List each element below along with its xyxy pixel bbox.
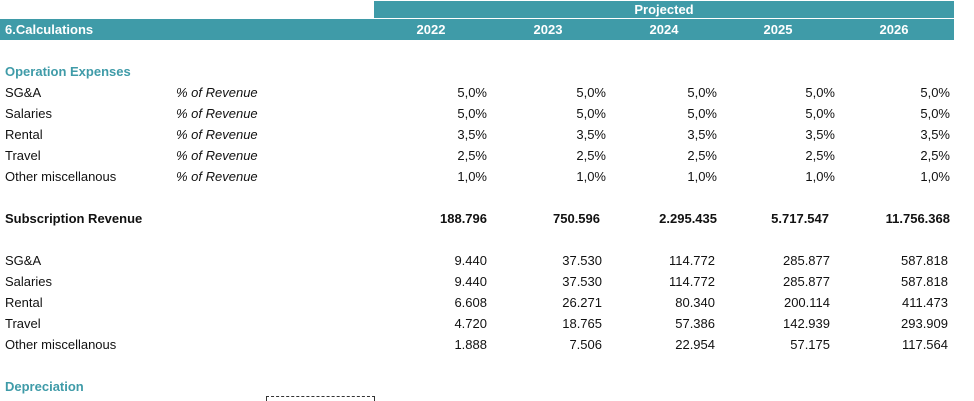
table-row[interactable]: Other miscellanous 1.888 7.506 22.954 57… — [0, 334, 954, 355]
cell-2024[interactable]: 114.772 — [668, 253, 715, 268]
table-row[interactable]: SG&A % of Revenue 5,0% 5,0% 5,0% 5,0% 5,… — [0, 82, 954, 103]
table-row[interactable]: SG&A 9.440 37.530 114.772 285.877 587.81… — [0, 250, 954, 271]
cell-2025[interactable]: 285.877 — [783, 253, 830, 268]
cell-2025[interactable]: 5,0% — [805, 85, 835, 100]
cell-2022[interactable]: 6.608 — [454, 295, 487, 310]
cell-2024[interactable]: 57.386 — [675, 316, 715, 331]
cell-2026[interactable]: 293.909 — [901, 316, 948, 331]
cell-2023[interactable]: 5,0% — [576, 85, 606, 100]
cell-2022[interactable]: 5,0% — [457, 106, 487, 121]
cell-2024[interactable]: 1,0% — [687, 169, 717, 184]
cell-2023[interactable]: 26.271 — [562, 295, 602, 310]
table-row[interactable]: Salaries % of Revenue 5,0% 5,0% 5,0% 5,0… — [0, 103, 954, 124]
cell-2022[interactable]: 3,5% — [457, 127, 487, 142]
year-header-2023[interactable]: 2023 — [533, 22, 563, 37]
cell-2025[interactable]: 285.877 — [783, 274, 830, 289]
cell-2024[interactable]: 2.295.435 — [659, 211, 717, 226]
sheet-title: 6.Calculations — [5, 22, 94, 37]
cell-2023[interactable]: 7.506 — [569, 337, 602, 352]
cell-2026[interactable]: 5,0% — [920, 85, 950, 100]
row-label: Salaries — [5, 274, 52, 289]
cell-2022[interactable]: 5,0% — [457, 85, 487, 100]
row-label: Other miscellanous — [5, 169, 117, 184]
cell-2026[interactable]: 1,0% — [920, 169, 950, 184]
year-header-2026[interactable]: 2026 — [879, 22, 909, 37]
cell-2025[interactable]: 3,5% — [805, 127, 835, 142]
table-row[interactable]: Travel 4.720 18.765 57.386 142.939 293.9… — [0, 313, 954, 334]
cell-2025[interactable]: 57.175 — [790, 337, 830, 352]
row-unit: % of Revenue — [176, 85, 258, 100]
cell-2024[interactable]: 3,5% — [687, 127, 717, 142]
cell-2026[interactable]: 3,5% — [920, 127, 950, 142]
row-label: Rental — [5, 295, 43, 310]
row-unit: % of Revenue — [176, 169, 258, 184]
cell-2026[interactable]: 11.756.368 — [885, 211, 950, 226]
cell-2022[interactable]: 2,5% — [457, 148, 487, 163]
table-row[interactable]: Other miscellanous % of Revenue 1,0% 1,0… — [0, 166, 954, 187]
cell-2025[interactable]: 5.717.547 — [771, 211, 829, 226]
table-row[interactable]: Travel % of Revenue 2,5% 2,5% 2,5% 2,5% … — [0, 145, 954, 166]
cell-2022[interactable]: 9.440 — [454, 274, 487, 289]
cell-2023[interactable]: 3,5% — [576, 127, 606, 142]
cell-2026[interactable]: 2,5% — [920, 148, 950, 163]
row-label: SG&A — [5, 253, 42, 268]
cell-2025[interactable]: 5,0% — [805, 106, 835, 121]
cell-2026[interactable]: 5,0% — [920, 106, 950, 121]
row-label: SG&A — [5, 85, 42, 100]
table-row[interactable]: Rental % of Revenue 3,5% 3,5% 3,5% 3,5% … — [0, 124, 954, 145]
cell-2026[interactable]: 117.564 — [901, 337, 948, 352]
selected-cell-marker[interactable] — [266, 396, 375, 401]
table-row[interactable]: Rental 6.608 26.271 80.340 200.114 411.4… — [0, 292, 954, 313]
section-depreciation: Depreciation — [5, 379, 84, 394]
cell-2025[interactable]: 2,5% — [805, 148, 835, 163]
cell-2024[interactable]: 5,0% — [687, 85, 717, 100]
year-header-2022[interactable]: 2022 — [416, 22, 446, 37]
row-unit: % of Revenue — [176, 127, 258, 142]
cell-2022[interactable]: 1.888 — [454, 337, 487, 352]
cell-2026[interactable]: 587.818 — [901, 253, 948, 268]
cell-2023[interactable]: 37.530 — [562, 253, 602, 268]
row-unit: % of Revenue — [176, 106, 258, 121]
cell-2023[interactable]: 18.765 — [562, 316, 602, 331]
cell-2022[interactable]: 188.796 — [440, 211, 487, 226]
cell-2023[interactable]: 1,0% — [576, 169, 606, 184]
cell-2023[interactable]: 5,0% — [576, 106, 606, 121]
cell-2026[interactable]: 411.473 — [901, 295, 948, 310]
cell-2025[interactable]: 142.939 — [783, 316, 830, 331]
cell-2022[interactable]: 4.720 — [454, 316, 487, 331]
cell-2023[interactable]: 37.530 — [562, 274, 602, 289]
row-label: Travel — [5, 148, 41, 163]
row-label: Rental — [5, 127, 43, 142]
cell-2023[interactable]: 2,5% — [576, 148, 606, 163]
row-label: Salaries — [5, 106, 52, 121]
row-label: Subscription Revenue — [5, 211, 143, 226]
year-header-2024[interactable]: 2024 — [649, 22, 679, 37]
row-label: Other miscellanous — [5, 337, 117, 352]
cell-2025[interactable]: 1,0% — [805, 169, 835, 184]
cell-2022[interactable]: 9.440 — [454, 253, 487, 268]
section-operation-expenses: Operation Expenses — [5, 64, 131, 79]
cell-2023[interactable]: 750.596 — [553, 211, 600, 226]
year-header-2025[interactable]: 2025 — [763, 22, 793, 37]
cell-2024[interactable]: 2,5% — [687, 148, 717, 163]
column-header-bar: 6.Calculations 2022 2023 2024 2025 2026 — [0, 19, 954, 40]
cell-2024[interactable]: 5,0% — [687, 106, 717, 121]
row-label: Travel — [5, 316, 41, 331]
subscription-revenue-row[interactable]: Subscription Revenue 188.796 750.596 2.2… — [0, 208, 954, 229]
projected-header: Projected — [374, 1, 954, 18]
cell-2024[interactable]: 114.772 — [668, 274, 715, 289]
cell-2024[interactable]: 22.954 — [675, 337, 715, 352]
cell-2026[interactable]: 587.818 — [901, 274, 948, 289]
table-row[interactable]: Salaries 9.440 37.530 114.772 285.877 58… — [0, 271, 954, 292]
cell-2025[interactable]: 200.114 — [783, 295, 830, 310]
cell-2024[interactable]: 80.340 — [675, 295, 715, 310]
cell-2022[interactable]: 1,0% — [457, 169, 487, 184]
row-unit: % of Revenue — [176, 148, 258, 163]
